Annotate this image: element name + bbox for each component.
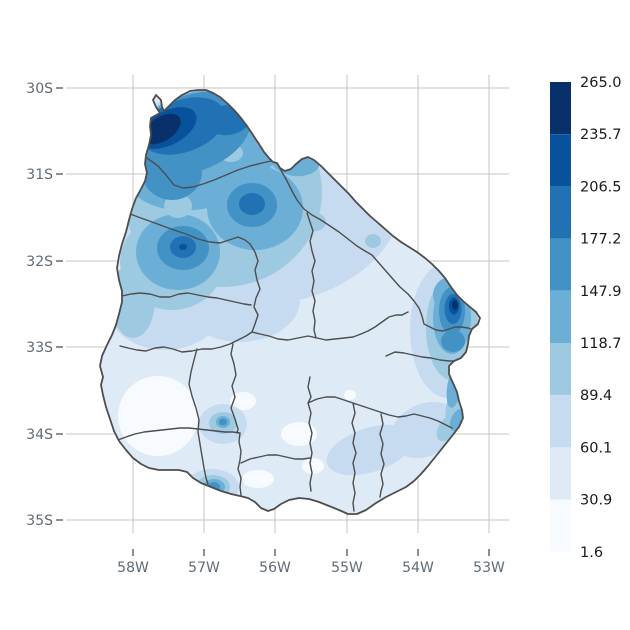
x-tick-label: 58W [117,560,149,576]
y-tick-label: 32S [26,254,53,270]
legend-label: 235.7 [580,127,622,143]
legend-label: 60.1 [580,440,612,456]
legend-swatch [550,343,571,396]
legend-swatch [550,238,571,291]
legend-label: 147.9 [580,284,622,300]
x-tick-label: 56W [259,560,291,576]
legend-colorbar [550,82,571,552]
y-tick-label: 34S [26,427,53,443]
legend-label: 118.7 [580,336,622,352]
legend-swatch [550,499,571,552]
axis-ticks [56,87,490,556]
legend-label: 177.2 [580,232,622,248]
uruguay-outline [99,89,481,515]
legend-label: 265.0 [580,75,622,91]
y-tick-label: 35S [26,513,53,529]
legend-label: 89.4 [580,388,612,404]
legend-swatch [550,447,571,500]
legend-swatch [550,186,571,239]
legend-labels: 265.0 235.7 206.5 177.2 147.9 118.7 89.4… [580,75,622,561]
legend-swatch [550,290,571,343]
y-tick-label: 31S [26,167,53,183]
y-tick-label: 30S [26,81,53,97]
legend-label: 206.5 [580,179,622,195]
y-axis-labels: 30S 31S 32S 33S 34S 35S [26,81,53,529]
x-tick-label: 54W [402,560,434,576]
legend-label: 1.6 [580,545,603,561]
y-tick-label: 33S [26,340,53,356]
department-boundaries [117,157,478,512]
legend-swatch [550,134,571,187]
x-tick-label: 57W [188,560,220,576]
legend-label: 30.9 [580,493,612,509]
x-tick-label: 55W [331,560,363,576]
x-tick-label: 53W [473,560,505,576]
legend-swatch [550,395,571,448]
legend-swatch [550,82,571,135]
x-axis-labels: 58W 57W 56W 55W 54W 53W [117,560,505,576]
